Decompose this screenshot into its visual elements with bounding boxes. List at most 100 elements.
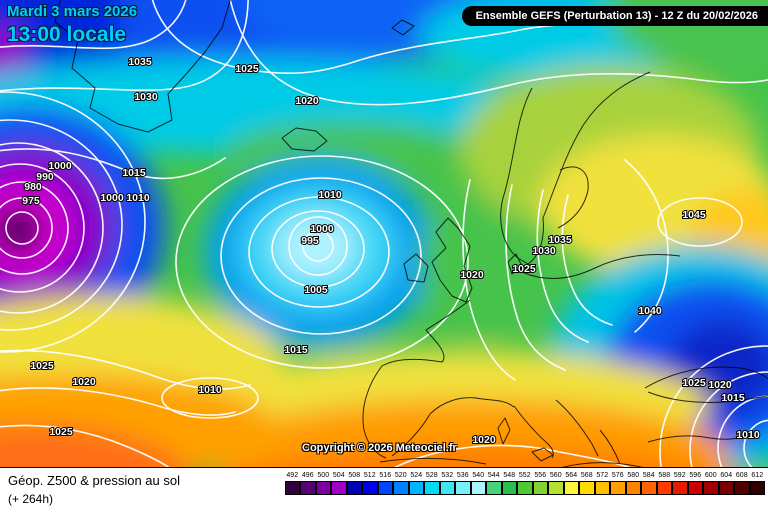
scale-cell: 576 — [610, 471, 626, 495]
scale-cell: 540 — [470, 471, 486, 495]
scale-value: 600 — [704, 472, 717, 479]
scale-value: 516 — [379, 472, 392, 479]
scale-value: 536 — [456, 472, 469, 479]
scale-cell: 612 — [749, 471, 765, 495]
scale-color-box — [362, 481, 378, 495]
scale-cell: 544 — [486, 471, 502, 495]
scale-color-box — [656, 481, 672, 495]
scale-cell: 492 — [284, 471, 300, 495]
scale-value: 500 — [317, 472, 330, 479]
map-time: 13:00 locale — [7, 22, 127, 46]
pressure-label: 975 — [22, 195, 40, 207]
scale-value: 520 — [394, 472, 407, 479]
scale-value: 556 — [534, 472, 547, 479]
pressure-label: 995 — [301, 235, 319, 247]
scale-cell: 600 — [703, 471, 719, 495]
color-scale: 492 496 500 504 508 512 516 520 524 528 532 536 540 5… — [284, 471, 765, 495]
scale-color-box — [718, 481, 734, 495]
scale-cell: 496 — [300, 471, 316, 495]
coast-black-sea-north — [644, 366, 768, 389]
scale-value: 564 — [565, 472, 578, 479]
scale-color-box — [300, 481, 316, 495]
scale-value: 512 — [363, 472, 376, 479]
scale-value: 608 — [735, 472, 748, 479]
scale-color-box — [377, 481, 393, 495]
coast-greenland — [54, 0, 231, 133]
pressure-label: 1045 — [682, 209, 706, 221]
legend-text-block: Géop. Z500 & pression au sol (+ 264h) — [8, 473, 180, 506]
scale-cell: 512 — [362, 471, 378, 495]
scale-cell: 524 — [408, 471, 424, 495]
scale-color-box — [408, 481, 424, 495]
scale-cell: 588 — [656, 471, 672, 495]
scale-cell: 516 — [377, 471, 393, 495]
scale-color-box — [641, 481, 657, 495]
scale-color-box — [548, 481, 564, 495]
coast-north-africa-east — [562, 462, 643, 467]
coast-greece — [599, 429, 621, 465]
scale-color-box — [284, 481, 300, 495]
coast-sicily — [531, 447, 554, 462]
pressure-label: 1020 — [708, 379, 732, 391]
scale-value: 552 — [518, 472, 531, 479]
pressure-label: 1010 — [198, 384, 222, 396]
pressure-label: 980 — [24, 181, 42, 193]
scale-color-box — [703, 481, 719, 495]
coast-denmark — [507, 253, 523, 275]
scale-cell: 592 — [672, 471, 688, 495]
coast-baltic — [521, 254, 681, 279]
scale-cell: 580 — [625, 471, 641, 495]
scale-cell: 552 — [517, 471, 533, 495]
map-date: Mardi 3 mars 2026 — [7, 3, 138, 20]
pressure-label: 1040 — [638, 305, 662, 317]
scale-value: 496 — [301, 472, 314, 479]
scale-cell: 536 — [455, 471, 471, 495]
pressure-label: 1020 — [472, 434, 496, 446]
scale-value: 592 — [673, 472, 686, 479]
scale-color-box — [331, 481, 347, 495]
pressure-label: 1010 — [318, 189, 342, 201]
coast-ireland — [403, 253, 429, 283]
scale-cell: 548 — [501, 471, 517, 495]
scale-color-box — [610, 481, 626, 495]
pressure-label: 1025 — [235, 63, 259, 75]
scale-value: 528 — [425, 472, 438, 479]
scale-cell: 504 — [331, 471, 347, 495]
scale-color-box — [734, 481, 750, 495]
scale-color-box — [687, 481, 703, 495]
scale-cell: 532 — [439, 471, 455, 495]
pressure-label: 1010 — [736, 429, 760, 441]
coast-sardinia — [497, 417, 511, 445]
scale-cell: 596 — [687, 471, 703, 495]
pressure-label: 1015 — [284, 344, 308, 356]
pressure-label: 1030 — [134, 91, 158, 103]
pressure-label: 1005 — [304, 284, 328, 296]
scale-cell: 556 — [532, 471, 548, 495]
scale-value: 580 — [627, 472, 640, 479]
scale-value: 544 — [487, 472, 500, 479]
scale-color-box — [672, 481, 688, 495]
scale-value: 524 — [410, 472, 423, 479]
scale-color-box — [501, 481, 517, 495]
copyright-text: Copyright © 2026 Meteociel.fr — [302, 442, 457, 454]
scale-value: 612 — [751, 472, 764, 479]
pressure-label: 1025 — [49, 426, 73, 438]
scale-value: 576 — [611, 472, 624, 479]
scale-color-box — [424, 481, 440, 495]
scale-cell: 604 — [718, 471, 734, 495]
scale-color-box — [579, 481, 595, 495]
pressure-label: 1025 — [682, 377, 706, 389]
scale-value: 584 — [642, 472, 655, 479]
pressure-label: 1025 — [30, 360, 54, 372]
scale-value: 492 — [286, 472, 299, 479]
coast-italy — [513, 405, 554, 459]
scale-cell: 608 — [734, 471, 750, 495]
scale-value: 572 — [596, 472, 609, 479]
scale-color-box — [346, 481, 362, 495]
scale-cell: 508 — [346, 471, 362, 495]
scale-color-box — [594, 481, 610, 495]
scale-value: 548 — [503, 472, 516, 479]
scale-color-box — [439, 481, 455, 495]
